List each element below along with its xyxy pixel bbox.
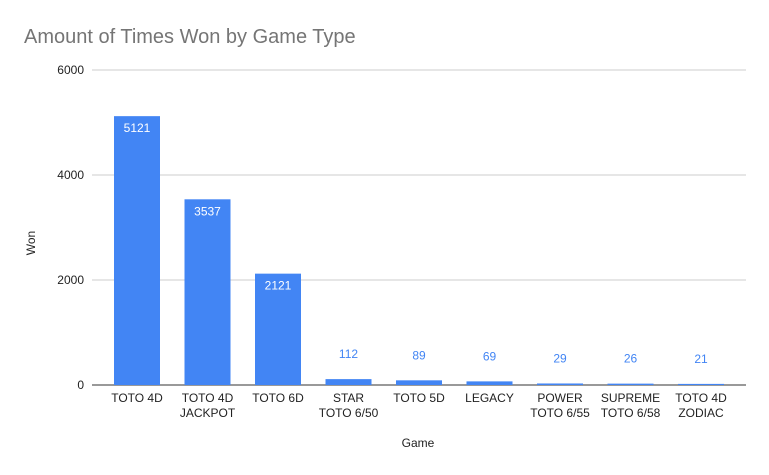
bar-value-label: 21 (694, 352, 708, 366)
x-tick-label-line: POWER (537, 391, 583, 405)
y-tick-label: 4000 (57, 168, 84, 182)
x-tick-label-line: STAR (333, 391, 364, 405)
y-axis-ticks: 0 2000 4000 6000 (57, 63, 84, 392)
x-tick-label-line: JACKPOT (180, 406, 236, 420)
bar-value-label: 29 (553, 351, 567, 365)
x-tick-label: SUPREME TOTO 6/58 (601, 391, 661, 420)
bar (607, 383, 654, 385)
x-tick-label-line: TOTO 6/58 (601, 406, 661, 420)
x-tick-label-line: TOTO 5D (393, 391, 445, 405)
x-tick-label: LEGACY (465, 391, 514, 405)
x-tick-label-line: ZODIAC (678, 406, 724, 420)
bar-value-label: 2121 (265, 279, 292, 293)
bars (114, 116, 724, 386)
x-tick-label-line: SUPREME (601, 391, 660, 405)
y-tick-label: 2000 (57, 273, 84, 287)
bar (255, 273, 301, 385)
bar-value-label: 112 (339, 347, 358, 361)
bar-value-label: 69 (483, 349, 497, 363)
data-labels: 5121 3537 2121 112 89 69 29 26 21 (124, 121, 708, 366)
x-tick-label: TOTO 4D ZODIAC (675, 391, 727, 420)
x-tick-label-line: TOTO 6/50 (319, 406, 379, 420)
bar (396, 380, 442, 385)
bar (537, 383, 583, 385)
x-tick-label-line: TOTO 6D (252, 391, 304, 405)
bar-value-label: 5121 (124, 121, 151, 135)
bar-value-label: 3537 (194, 204, 221, 218)
x-tick-label: STAR TOTO 6/50 (319, 391, 379, 420)
x-tick-label-line: TOTO 4D (675, 391, 727, 405)
x-tick-label: POWER TOTO 6/55 (530, 391, 590, 420)
y-tick-label: 0 (77, 378, 84, 392)
bar (466, 381, 513, 385)
chart-title: Amount of Times Won by Game Type (24, 26, 356, 48)
x-tick-label-line: TOTO 6/55 (530, 406, 590, 420)
x-tick-label: TOTO 4D JACKPOT (180, 391, 236, 420)
x-tick-label-line: LEGACY (465, 391, 514, 405)
x-tick-label: TOTO 5D (393, 391, 445, 405)
y-tick-label: 6000 (57, 63, 84, 77)
bar-value-label: 26 (624, 352, 638, 366)
x-tick-label: TOTO 4D (111, 391, 163, 405)
x-tick-label-line: TOTO 4D (111, 391, 163, 405)
x-tick-label: TOTO 6D (252, 391, 304, 405)
x-tick-label-line: TOTO 4D (182, 391, 234, 405)
x-axis-title: Game (402, 436, 435, 450)
bar (325, 379, 372, 385)
bar (184, 199, 231, 385)
y-axis-title: Won (24, 231, 38, 255)
bar-value-label: 89 (412, 348, 426, 362)
bar (114, 116, 160, 386)
bar (678, 383, 724, 385)
